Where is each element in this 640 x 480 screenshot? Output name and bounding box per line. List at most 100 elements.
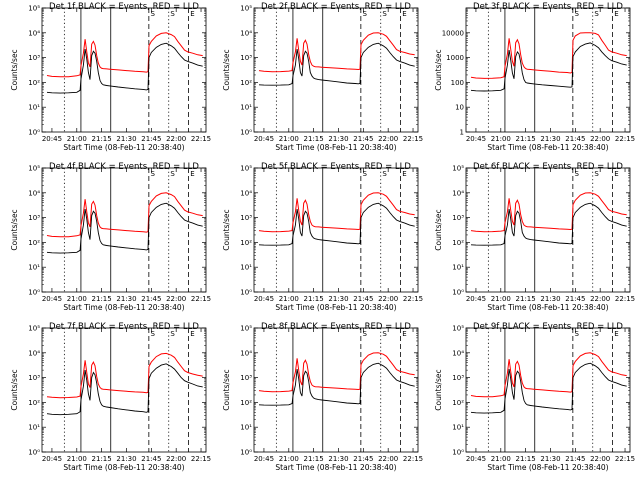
panel-title: Det 9f BLACK = Events, RED = LLD [473,322,623,332]
x-tick-label: 20:45 [42,135,62,143]
interval-marker-label: E [614,10,618,18]
y-tick-label: 10² [240,79,252,87]
x-tick-label: 22:15 [191,295,211,303]
y-tick-label: 10¹ [28,264,40,272]
events-series-line [470,42,627,92]
x-tick-label: 21:45 [141,135,161,143]
y-tick-label: 10³ [452,374,464,382]
interval-marker-label: S [170,330,175,338]
y-tick-label: 10¹ [28,104,40,112]
x-tick-label: 22:15 [191,135,211,143]
x-tick-label: 21:15 [304,455,324,463]
y-axis-label: Counts/sec [222,209,231,250]
y-tick-label: 10⁰ [28,289,40,297]
interval-marker-label: S [151,10,156,18]
y-tick-label: 10⁵ [452,165,464,173]
lld-series-line [258,192,415,233]
interval-marker-label: S [382,170,387,178]
interval-marker-label: E [614,170,618,178]
x-tick-label: 21:30 [540,295,560,303]
y-tick-label: 10¹ [240,424,252,432]
events-series-line [46,202,203,254]
y-tick-label: 10⁵ [240,165,252,173]
x-tick-label: 22:00 [590,295,610,303]
y-axis-label: Counts/sec [10,49,19,90]
y-tick-label: 10¹ [28,424,40,432]
y-tick-label: 10³ [28,214,40,222]
y-tick-label: 10³ [240,54,252,62]
x-tick-label: 22:15 [403,455,423,463]
y-axis-label: Counts/sec [222,49,231,90]
x-tick-label: 21:15 [516,295,536,303]
x-tick-label: 21:00 [491,135,511,143]
y-tick-label: 10⁴ [28,29,40,37]
plot-frame [41,167,207,293]
x-tick-label: 20:45 [42,455,62,463]
events-series-line [258,42,415,86]
x-axis-label: Start Time (08-Feb-11 20:38:40) [63,303,184,312]
y-tick-label: 10⁰ [452,449,464,457]
y-tick-label: 10⁴ [240,349,252,357]
x-tick-label: 21:15 [92,455,112,463]
panel-title: Det 3f BLACK = Events, RED = LLD [473,2,623,12]
y-tick-label: 10¹ [452,424,464,432]
panel-title: Det 5f BLACK = Events, RED = LLD [261,162,411,172]
x-tick-label: 22:00 [166,295,186,303]
y-tick-label: 10¹ [452,264,464,272]
panel-title: Det 1f BLACK = Events, RED = LLD [49,2,199,12]
x-tick-label: 21:30 [328,135,348,143]
interval-marker-label: S [363,330,368,338]
y-tick-label: 10¹ [240,264,252,272]
x-tick-label: 22:00 [378,135,398,143]
x-axis-label: Start Time (08-Feb-11 20:38:40) [487,143,608,152]
y-tick-label: 10⁰ [28,449,40,457]
y-tick-label: 1 [460,129,464,137]
lld-series-line [258,32,415,73]
y-tick-label: 10² [28,239,40,247]
interval-marker-label: S [575,170,580,178]
x-tick-label: 21:15 [516,455,536,463]
y-tick-label: 10⁴ [240,29,252,37]
lld-series-line [46,192,203,238]
x-tick-label: 22:00 [378,455,398,463]
x-tick-label: 21:30 [116,455,136,463]
plot-frame [253,327,419,453]
x-tick-label: 21:15 [92,135,112,143]
lld-series-line [470,192,627,233]
interval-marker-label: E [190,330,194,338]
x-tick-label: 21:30 [116,135,136,143]
x-tick-label: 21:45 [565,295,585,303]
x-tick-label: 20:45 [466,455,486,463]
x-tick-label: 22:15 [191,455,211,463]
y-tick-label: 10000 [442,29,464,37]
y-axis-label: Counts/sec [10,209,19,250]
x-tick-label: 21:15 [304,135,324,143]
x-tick-label: 22:15 [403,135,423,143]
y-tick-label: 1000 [446,54,464,62]
interval-marker-label: E [614,330,618,338]
x-tick-label: 22:15 [615,135,635,143]
x-axis-label: Start Time (08-Feb-11 20:38:40) [487,463,608,472]
plot-frame [253,7,419,133]
y-tick-label: 10⁰ [240,449,252,457]
x-tick-label: 22:15 [615,295,635,303]
x-tick-label: 21:00 [67,135,87,143]
x-tick-label: 20:45 [254,455,274,463]
y-tick-label: 10³ [240,214,252,222]
x-tick-label: 21:00 [67,295,87,303]
x-tick-label: 21:00 [491,455,511,463]
lld-series-line [470,32,627,79]
lld-series-line [46,352,203,399]
y-tick-label: 10² [452,399,464,407]
y-tick-label: 10⁰ [452,289,464,297]
plot-frame [465,327,631,453]
y-tick-label: 10⁴ [240,189,252,197]
interval-marker-label: S [575,10,580,18]
x-tick-label: 22:00 [378,295,398,303]
y-tick-label: 10² [240,399,252,407]
x-tick-label: 22:00 [590,135,610,143]
x-tick-label: 20:45 [254,295,274,303]
x-tick-label: 21:45 [353,455,373,463]
x-axis-label: Start Time (08-Feb-11 20:38:40) [275,303,396,312]
x-tick-label: 21:30 [328,455,348,463]
